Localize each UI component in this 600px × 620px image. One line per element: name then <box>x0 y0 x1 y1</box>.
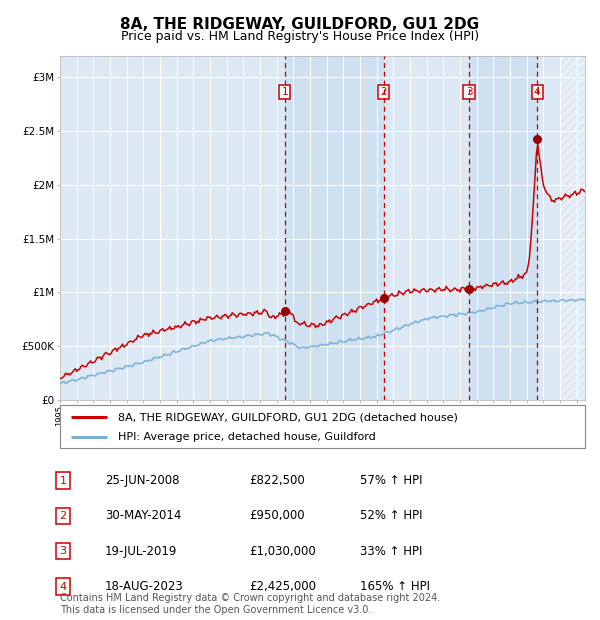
Text: 8A, THE RIDGEWAY, GUILDFORD, GU1 2DG: 8A, THE RIDGEWAY, GUILDFORD, GU1 2DG <box>121 17 479 32</box>
Bar <box>469 56 537 400</box>
Text: 1: 1 <box>59 476 67 485</box>
Bar <box>284 56 383 400</box>
Text: 165% ↑ HPI: 165% ↑ HPI <box>360 580 430 593</box>
Text: £950,000: £950,000 <box>249 510 305 522</box>
Text: 19-JUL-2019: 19-JUL-2019 <box>105 545 178 557</box>
Bar <box>560 56 585 400</box>
Text: 4: 4 <box>59 582 67 591</box>
Text: Price paid vs. HM Land Registry's House Price Index (HPI): Price paid vs. HM Land Registry's House … <box>121 30 479 43</box>
Text: Contains HM Land Registry data © Crown copyright and database right 2024.
This d: Contains HM Land Registry data © Crown c… <box>60 593 440 615</box>
Text: 2: 2 <box>59 511 67 521</box>
Text: HPI: Average price, detached house, Guildford: HPI: Average price, detached house, Guil… <box>118 432 376 442</box>
Text: 18-AUG-2023: 18-AUG-2023 <box>105 580 184 593</box>
Text: 25-JUN-2008: 25-JUN-2008 <box>105 474 179 487</box>
Text: 33% ↑ HPI: 33% ↑ HPI <box>360 545 422 557</box>
Text: 3: 3 <box>59 546 67 556</box>
Text: £1,030,000: £1,030,000 <box>249 545 316 557</box>
Text: £2,425,000: £2,425,000 <box>249 580 316 593</box>
Text: 1: 1 <box>281 87 288 97</box>
Text: 2: 2 <box>380 87 387 97</box>
Text: 4: 4 <box>534 87 541 97</box>
Text: 8A, THE RIDGEWAY, GUILDFORD, GU1 2DG (detached house): 8A, THE RIDGEWAY, GUILDFORD, GU1 2DG (de… <box>118 412 458 422</box>
Text: 52% ↑ HPI: 52% ↑ HPI <box>360 510 422 522</box>
Text: 57% ↑ HPI: 57% ↑ HPI <box>360 474 422 487</box>
Text: 3: 3 <box>466 87 472 97</box>
Text: £822,500: £822,500 <box>249 474 305 487</box>
Text: 30-MAY-2014: 30-MAY-2014 <box>105 510 181 522</box>
